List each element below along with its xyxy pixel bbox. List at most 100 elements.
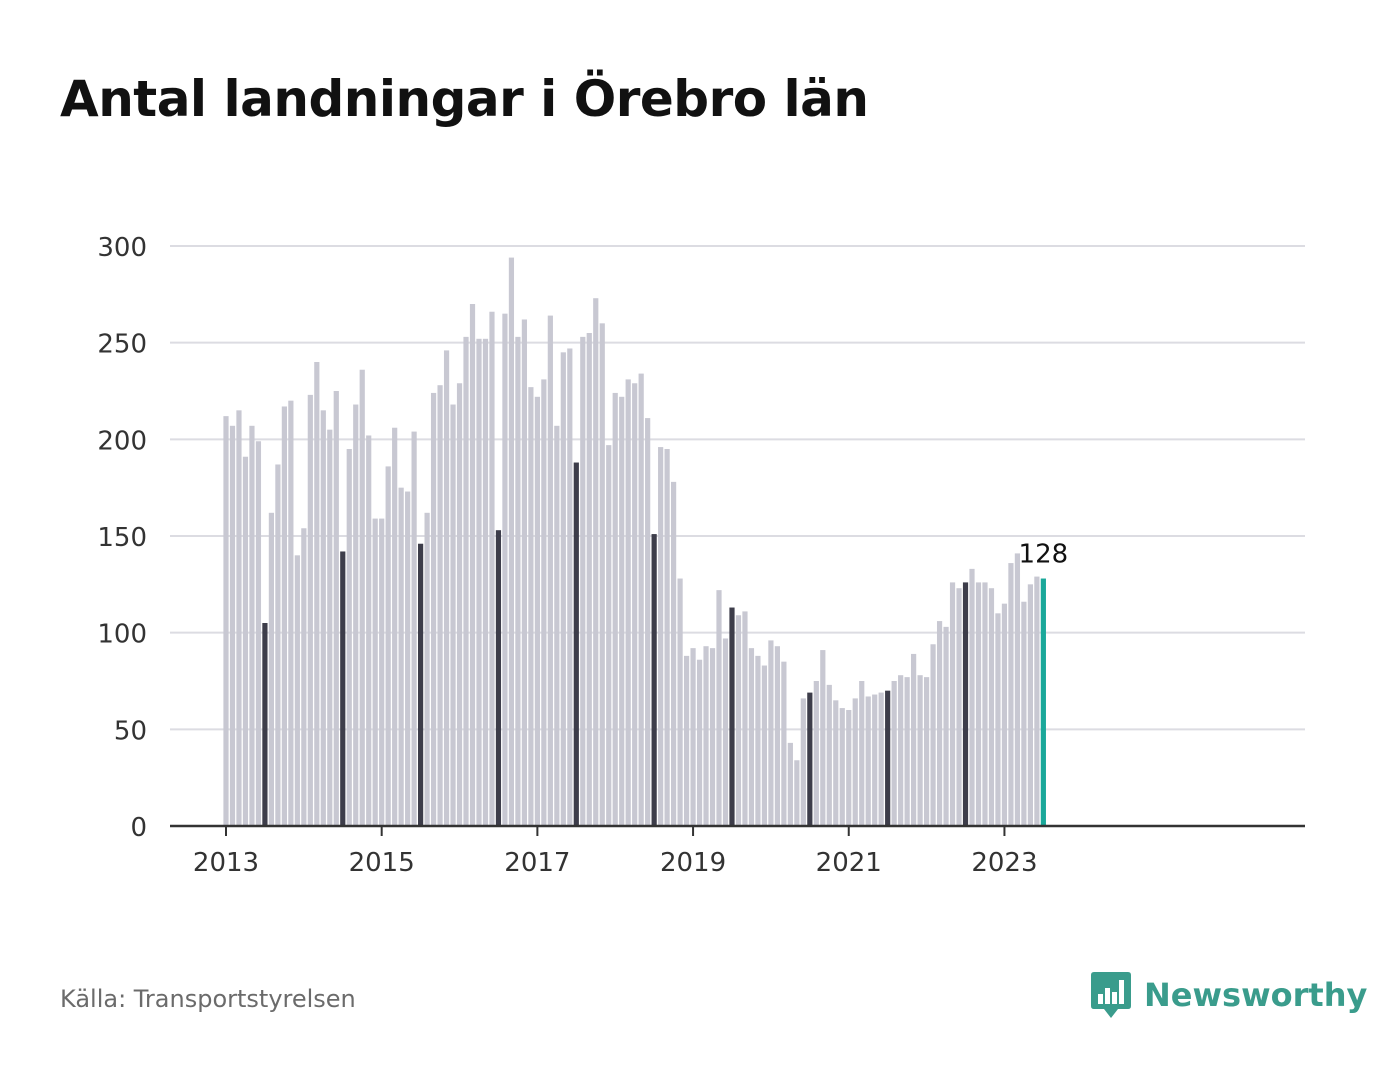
bar xyxy=(1008,563,1014,826)
bar xyxy=(794,760,800,826)
bar xyxy=(658,447,664,826)
bar xyxy=(826,684,832,826)
bar xyxy=(294,555,300,826)
bar xyxy=(813,681,819,826)
bar xyxy=(255,441,262,826)
bar xyxy=(249,425,255,826)
bar xyxy=(353,404,359,826)
bar xyxy=(469,304,476,826)
bar xyxy=(735,615,742,826)
x-tick-label: 2023 xyxy=(971,848,1037,878)
bar xyxy=(846,710,852,826)
bar xyxy=(1001,603,1008,826)
bar xyxy=(567,348,573,826)
bar xyxy=(586,333,592,826)
bar xyxy=(878,692,884,826)
bar xyxy=(664,449,670,826)
bar xyxy=(599,323,605,826)
bar xyxy=(632,383,638,826)
bar xyxy=(372,518,378,826)
bar xyxy=(508,257,515,827)
y-tick-label: 0 xyxy=(130,813,147,843)
bar xyxy=(463,336,469,826)
bar xyxy=(898,675,904,826)
bar xyxy=(476,338,482,826)
bar xyxy=(975,582,982,826)
bar xyxy=(1021,601,1027,826)
x-tick-label: 2019 xyxy=(660,848,726,878)
bar xyxy=(800,698,806,826)
bar xyxy=(606,445,612,826)
bar xyxy=(242,456,249,826)
bar xyxy=(988,588,995,826)
bar xyxy=(962,582,969,826)
source-note: Källa: Transportstyrelsen xyxy=(60,985,356,1013)
y-tick-label: 150 xyxy=(97,523,147,553)
y-tick-label: 250 xyxy=(97,330,147,360)
bar xyxy=(969,568,975,826)
bar xyxy=(852,698,858,826)
x-tick-label: 2015 xyxy=(349,848,415,878)
bar xyxy=(924,677,930,826)
bar xyxy=(872,694,878,826)
bar xyxy=(748,648,755,826)
latest-value-label: 128 xyxy=(1019,540,1069,570)
y-tick-label: 50 xyxy=(114,716,147,746)
x-tick-label: 2021 xyxy=(816,848,882,878)
bar xyxy=(307,394,313,826)
y-tick-label: 200 xyxy=(97,426,147,456)
bar xyxy=(612,392,618,826)
bar xyxy=(865,696,871,826)
bar xyxy=(288,400,294,826)
bar xyxy=(781,661,787,826)
bar xyxy=(593,298,599,826)
bar xyxy=(262,623,268,826)
bar xyxy=(625,379,631,826)
bar xyxy=(859,681,865,826)
bar xyxy=(268,512,275,826)
bar xyxy=(1034,576,1040,826)
bar xyxy=(430,392,437,826)
bar xyxy=(554,425,560,826)
bar xyxy=(437,385,443,826)
bar xyxy=(1014,553,1021,826)
bar xyxy=(820,650,826,826)
bar xyxy=(223,416,229,826)
bar xyxy=(502,313,508,826)
bar xyxy=(917,675,923,826)
y-tick-label: 100 xyxy=(97,620,147,650)
bar xyxy=(314,362,320,826)
bar xyxy=(340,551,346,826)
bar xyxy=(418,543,424,826)
y-axis-ticks: 0 50 100 150 200 250 300 xyxy=(97,233,147,843)
bar xyxy=(722,638,729,826)
bar xyxy=(936,621,943,826)
bar xyxy=(560,352,566,826)
bar xyxy=(709,648,716,826)
bar xyxy=(943,626,949,826)
bar xyxy=(398,487,404,826)
bar xyxy=(949,582,956,826)
bar xyxy=(904,677,910,826)
bar xyxy=(774,646,780,826)
bar xyxy=(956,588,962,826)
bar xyxy=(768,640,774,826)
bar xyxy=(677,578,683,826)
newsworthy-logo[interactable]: Newsworthy xyxy=(1090,970,1367,1020)
bar xyxy=(346,449,352,826)
bar xyxy=(729,607,735,826)
bar xyxy=(392,427,398,826)
bar xyxy=(761,665,768,826)
bar xyxy=(995,613,1001,826)
bar xyxy=(359,369,365,826)
bar xyxy=(411,431,417,826)
bar xyxy=(534,396,540,826)
bar xyxy=(703,646,709,826)
bar xyxy=(1040,578,1046,826)
bar xyxy=(742,611,748,826)
bar xyxy=(450,404,456,826)
bar xyxy=(528,387,534,826)
bar xyxy=(385,466,391,826)
bar xyxy=(281,406,287,826)
